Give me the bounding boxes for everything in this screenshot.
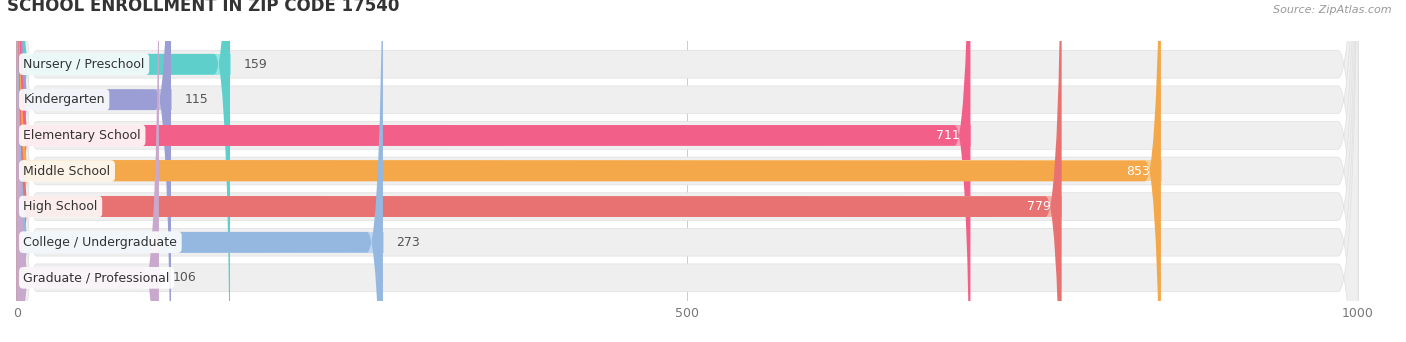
- Text: 159: 159: [243, 58, 267, 71]
- Text: SCHOOL ENROLLMENT IN ZIP CODE 17540: SCHOOL ENROLLMENT IN ZIP CODE 17540: [7, 0, 399, 15]
- Text: Middle School: Middle School: [24, 165, 111, 177]
- FancyBboxPatch shape: [17, 0, 382, 342]
- FancyBboxPatch shape: [17, 0, 1358, 342]
- FancyBboxPatch shape: [17, 0, 231, 342]
- Text: Nursery / Preschool: Nursery / Preschool: [24, 58, 145, 71]
- FancyBboxPatch shape: [17, 0, 1358, 342]
- Text: 106: 106: [173, 271, 195, 284]
- Text: College / Undergraduate: College / Undergraduate: [24, 236, 177, 249]
- FancyBboxPatch shape: [17, 0, 1358, 342]
- Text: Elementary School: Elementary School: [24, 129, 141, 142]
- Text: 711: 711: [936, 129, 960, 142]
- FancyBboxPatch shape: [17, 0, 159, 342]
- Text: 779: 779: [1026, 200, 1050, 213]
- FancyBboxPatch shape: [17, 0, 1358, 342]
- FancyBboxPatch shape: [17, 0, 1358, 342]
- FancyBboxPatch shape: [17, 0, 970, 342]
- FancyBboxPatch shape: [17, 0, 1062, 342]
- FancyBboxPatch shape: [17, 0, 1161, 342]
- Text: High School: High School: [24, 200, 98, 213]
- Text: 853: 853: [1126, 165, 1150, 177]
- Text: 115: 115: [184, 93, 208, 106]
- Text: Kindergarten: Kindergarten: [24, 93, 105, 106]
- Text: Graduate / Professional: Graduate / Professional: [24, 271, 170, 284]
- FancyBboxPatch shape: [17, 0, 1358, 342]
- Text: Source: ZipAtlas.com: Source: ZipAtlas.com: [1274, 5, 1392, 15]
- FancyBboxPatch shape: [17, 0, 172, 342]
- Text: 273: 273: [396, 236, 420, 249]
- FancyBboxPatch shape: [17, 0, 1358, 342]
